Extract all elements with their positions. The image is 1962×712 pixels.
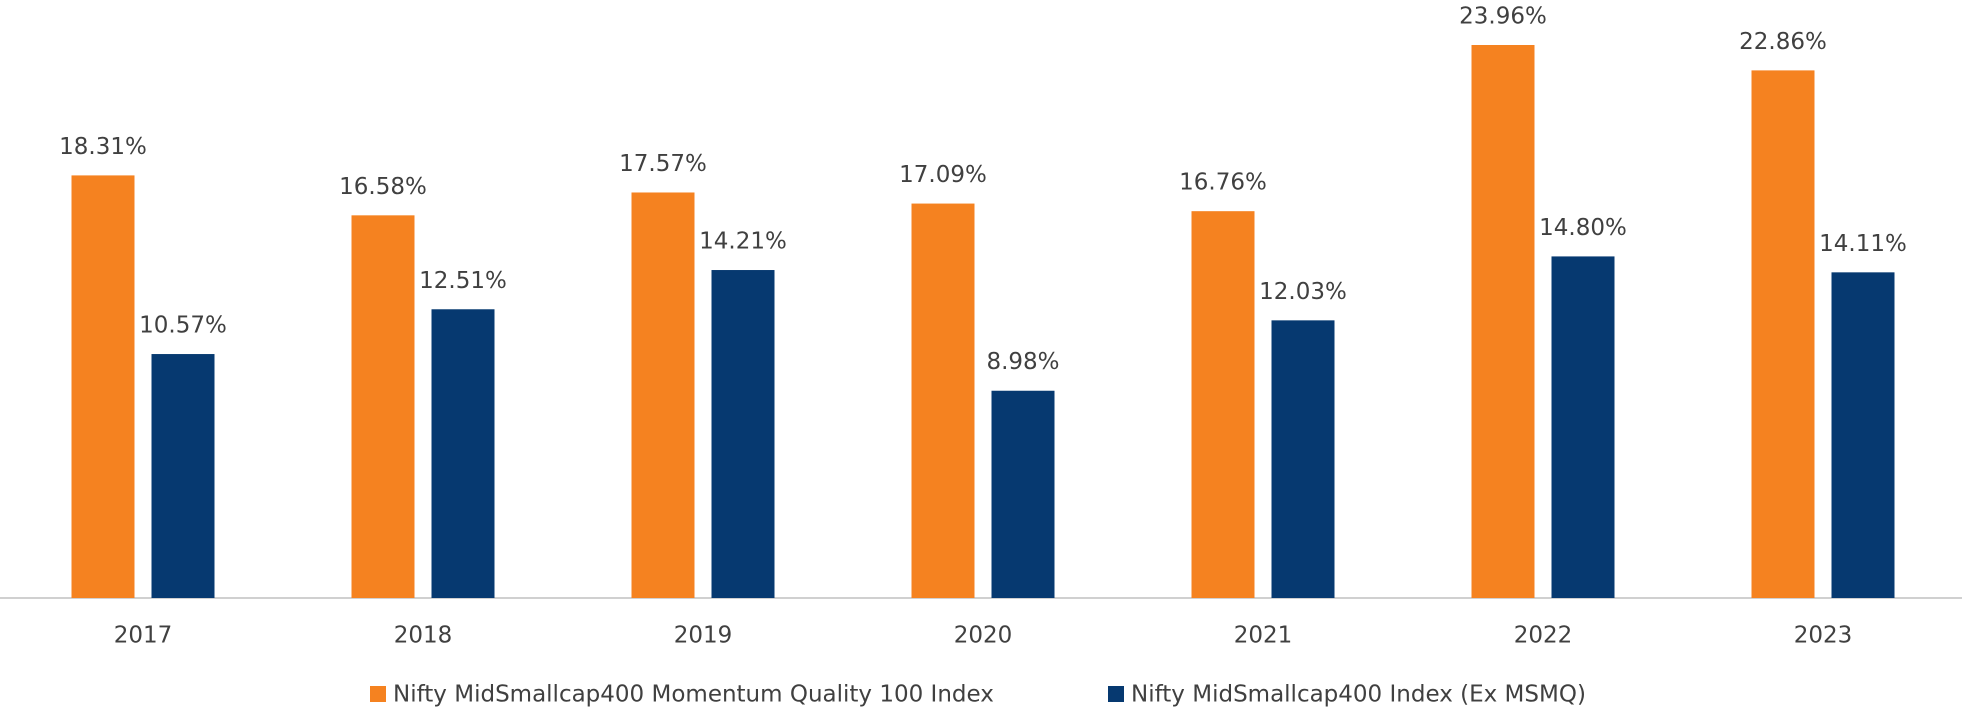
bar (991, 390, 1055, 598)
legend-swatch (370, 686, 386, 702)
x-tick-label: 2020 (954, 623, 1013, 649)
x-tick-label: 2018 (394, 623, 453, 649)
x-tick-label: 2023 (1794, 623, 1853, 649)
legend-swatch (1108, 686, 1124, 702)
bar (71, 175, 135, 598)
data-label: 18.31% (59, 134, 147, 160)
bar (711, 270, 775, 598)
bar (351, 215, 415, 598)
data-label: 14.80% (1539, 215, 1627, 241)
data-label: 16.76% (1179, 170, 1267, 196)
bar (431, 309, 495, 598)
bar (1471, 45, 1535, 599)
bar (1751, 70, 1815, 599)
legend-label: Nifty MidSmallcap400 Index (Ex MSMQ) (1131, 682, 1586, 708)
legend-label: Nifty MidSmallcap400 Momentum Quality 10… (393, 682, 994, 708)
data-label: 14.21% (699, 229, 787, 255)
x-tick-label: 2021 (1234, 623, 1293, 649)
data-label: 16.58% (339, 174, 427, 200)
data-label: 12.51% (419, 268, 507, 294)
data-label: 22.86% (1739, 29, 1827, 55)
bar (1191, 211, 1255, 598)
bar (1831, 272, 1895, 598)
bar (1551, 256, 1615, 598)
bar (911, 203, 975, 598)
x-tick-label: 2019 (674, 623, 733, 649)
data-label: 12.03% (1259, 279, 1347, 305)
bar (1271, 320, 1335, 598)
data-label: 10.57% (139, 313, 227, 339)
bar (151, 354, 215, 598)
x-tick-label: 2017 (114, 623, 173, 649)
bar (631, 192, 695, 598)
data-label: 8.98% (986, 349, 1059, 375)
data-label: 23.96% (1459, 4, 1547, 30)
data-label: 14.11% (1819, 231, 1907, 257)
data-label: 17.09% (899, 162, 987, 188)
x-tick-label: 2022 (1514, 623, 1573, 649)
data-label: 17.57% (619, 151, 707, 177)
